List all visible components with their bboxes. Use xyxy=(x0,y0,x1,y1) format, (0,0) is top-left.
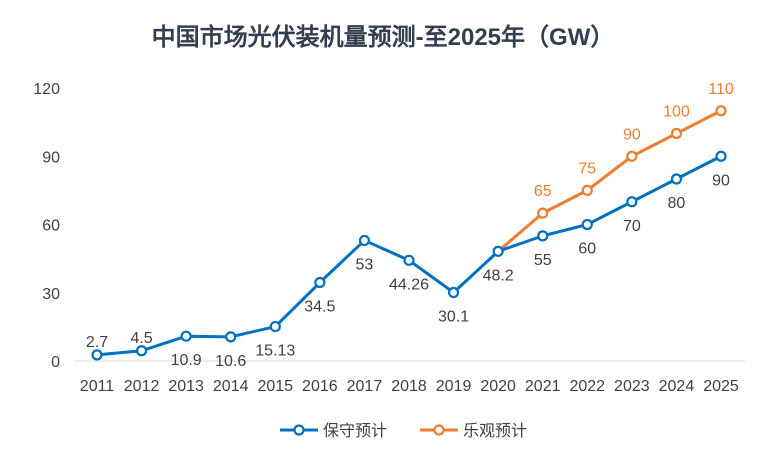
data-point xyxy=(447,286,460,299)
x-tick-label: 2018 xyxy=(391,378,427,395)
x-tick-label: 2022 xyxy=(569,378,605,395)
data-label: 60 xyxy=(578,241,596,258)
data-point xyxy=(537,207,549,219)
data-label: 110 xyxy=(708,81,734,98)
x-tick-label: 2021 xyxy=(525,378,561,395)
data-point xyxy=(670,127,683,140)
data-label: 55 xyxy=(534,252,552,269)
x-tick-label: 2016 xyxy=(302,378,338,395)
data-point xyxy=(314,276,326,289)
legend-marker-icon xyxy=(293,424,305,436)
data-point xyxy=(180,330,192,342)
data-label: 34.5 xyxy=(304,299,335,316)
x-tick-label: 2014 xyxy=(213,378,249,395)
data-point xyxy=(626,196,638,208)
data-point xyxy=(358,234,371,247)
data-label: 90 xyxy=(712,172,730,189)
data-point xyxy=(537,230,549,242)
data-label: 53 xyxy=(356,256,374,273)
data-point xyxy=(670,173,683,185)
data-point xyxy=(269,320,281,333)
x-tick-label: 2013 xyxy=(168,378,204,395)
x-tick-label: 2012 xyxy=(124,378,160,395)
y-tick-label: 30 xyxy=(42,286,60,303)
data-label: 2.7 xyxy=(86,334,108,351)
data-label: 90 xyxy=(623,126,641,143)
series-0: 2.7 4.5 10.9 10.6 15.13 34.5 53 44.26 30.1 48.2 55… xyxy=(86,150,730,370)
legend-label: 乐观预计 xyxy=(463,422,527,440)
y-tick-label: 60 xyxy=(42,218,60,235)
x-tick-label: 2011 xyxy=(80,378,115,395)
legend-item[interactable]: 乐观预计 xyxy=(420,422,527,440)
x-tick-label: 2015 xyxy=(257,378,293,395)
data-point xyxy=(225,331,237,343)
legend-label: 保守预计 xyxy=(323,422,387,440)
data-point xyxy=(492,245,504,257)
x-tick-label: 2025 xyxy=(703,378,739,395)
data-label: 4.5 xyxy=(130,330,152,347)
data-label: 15.13 xyxy=(255,343,295,360)
data-point xyxy=(581,218,593,231)
data-label: 100 xyxy=(663,104,690,121)
data-label: 10.9 xyxy=(171,352,202,369)
data-label: 10.6 xyxy=(215,353,246,370)
data-point xyxy=(403,254,415,266)
legend-marker-icon xyxy=(433,424,445,436)
x-tick-label: 2017 xyxy=(347,378,383,395)
data-point xyxy=(715,105,727,117)
y-tick-label: 120 xyxy=(33,81,60,98)
x-tick-label: 2019 xyxy=(436,378,472,395)
x-tick-label: 2020 xyxy=(480,378,516,395)
data-label: 30.1 xyxy=(438,309,469,326)
data-label: 48.2 xyxy=(483,267,514,284)
chart-title: 中国市场光伏装机量预测-至2025年（GW） xyxy=(152,23,615,51)
series-line xyxy=(497,109,722,253)
data-point xyxy=(626,150,638,162)
data-label: 80 xyxy=(668,195,686,212)
data-point xyxy=(91,349,103,361)
x-tick-label: 2024 xyxy=(659,378,695,395)
legend-item[interactable]: 保守预计 xyxy=(280,422,387,440)
data-point xyxy=(581,184,593,196)
data-label: 75 xyxy=(578,160,596,177)
data-point xyxy=(715,150,727,162)
data-point xyxy=(135,345,148,357)
data-label: 70 xyxy=(623,218,641,235)
legend: 保守预计 乐观预计 xyxy=(280,422,527,440)
y-tick-label: 0 xyxy=(51,354,60,371)
data-label: 44.26 xyxy=(389,276,429,293)
x-tick-label: 2023 xyxy=(614,378,650,395)
data-label: 65 xyxy=(534,183,552,200)
series-1: 65 75 90 100 110 xyxy=(492,81,734,257)
y-tick-label: 90 xyxy=(42,149,60,166)
